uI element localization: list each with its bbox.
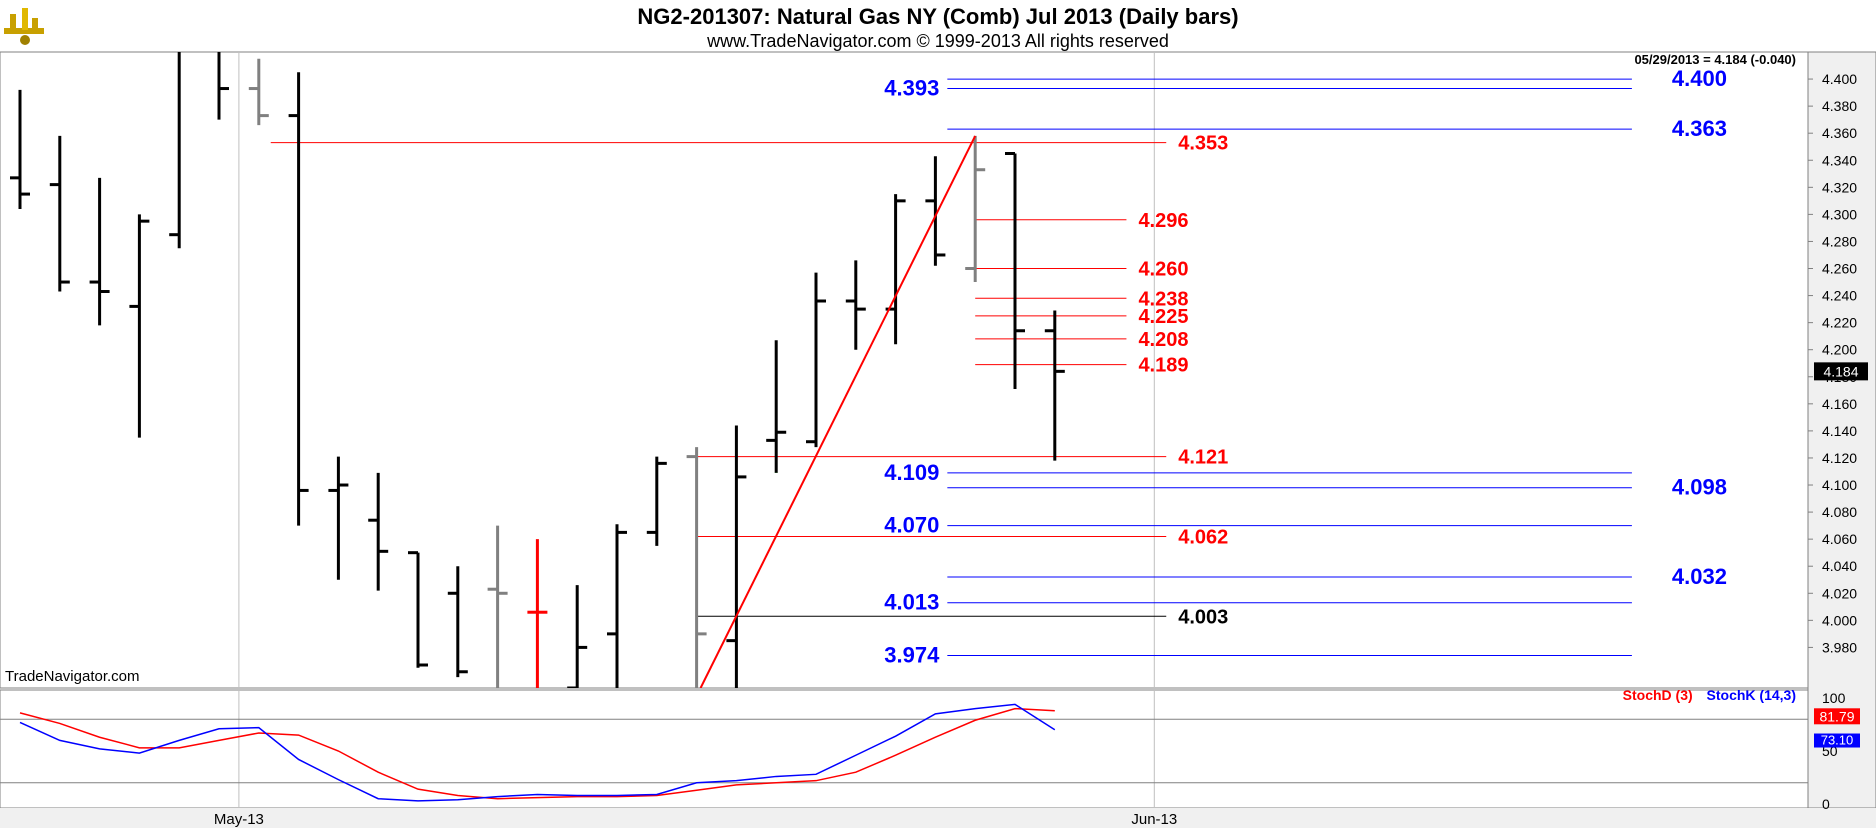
y-axis-strip (1807, 51, 1876, 809)
legend-stoch-k: StochK (14,3) (1706, 687, 1796, 703)
level-label: 4.296 (1138, 210, 1188, 232)
x-tick-label: Jun-13 (1131, 811, 1177, 828)
stoch-panel (0, 689, 1809, 809)
stoch-series-line (19, 703, 1056, 802)
level-label: 4.098 (1672, 475, 1727, 500)
y-tick-label: 4.400 (1822, 71, 1857, 87)
y-tick-label: 4.000 (1822, 612, 1857, 628)
y-tick-label: 4.300 (1822, 206, 1857, 222)
y-tick-label: 4.160 (1822, 396, 1857, 412)
level-label: 4.109 (884, 460, 939, 485)
chart-header: NG2-201307: Natural Gas NY (Comb) Jul 20… (0, 0, 1876, 52)
ohlc-bars (10, 52, 1065, 688)
watermark: TradeNavigator.com (5, 668, 140, 685)
stoch-legend: StochD (3) StochK (14,3) (1623, 687, 1796, 703)
level-label: 4.393 (884, 76, 939, 101)
trade-navigator-logo-icon (2, 2, 48, 53)
stoch-series-line (19, 707, 1055, 800)
chart-title: NG2-201307: Natural Gas NY (Comb) Jul 20… (637, 4, 1239, 29)
last-price-tag (1814, 362, 1868, 381)
legend-stoch-d: StochD (3) (1622, 687, 1693, 703)
level-label: 3.974 (884, 643, 940, 668)
y-tick-label: 4.120 (1822, 450, 1857, 466)
y-tick-label: 4.220 (1822, 315, 1857, 331)
level-label: 4.238 (1138, 288, 1188, 310)
stoch-k-value: 73.10 (1821, 733, 1854, 748)
y-tick-label: 4.280 (1822, 233, 1857, 249)
level-label: 4.208 (1138, 329, 1188, 351)
price-readout: 05/29/2013 = 4.184 (-0.040) (1634, 52, 1796, 67)
level-label: 4.121 (1178, 447, 1228, 469)
level-label: 4.062 (1178, 526, 1228, 548)
y-tick-label: 4.260 (1822, 261, 1857, 277)
stoch-d-value: 81.79 (1819, 708, 1854, 724)
level-label: 4.189 (1138, 355, 1188, 377)
x-tick-label: May-13 (214, 811, 264, 828)
stoch-y-tick-label: 0 (1822, 796, 1830, 812)
y-tick-label: 3.980 (1822, 639, 1857, 655)
y-tick-label: 4.360 (1822, 125, 1857, 141)
y-tick-label: 4.060 (1822, 531, 1857, 547)
y-tick-label: 4.200 (1822, 342, 1857, 358)
y-tick-label: 4.320 (1822, 179, 1857, 195)
stoch-k-value-tag (1814, 733, 1860, 748)
level-label: 4.363 (1672, 116, 1727, 141)
y-tick-label: 4.240 (1822, 288, 1857, 304)
x-axis-strip (0, 808, 1876, 828)
y-tick-label: 4.140 (1822, 423, 1857, 439)
y-tick-label: 4.340 (1822, 152, 1857, 168)
chart-subtitle: www.TradeNavigator.com © 1999-2013 All r… (707, 31, 1169, 51)
level-label: 4.353 (1178, 133, 1228, 155)
trend-line (699, 135, 977, 688)
level-label: 4.070 (884, 513, 939, 538)
level-label: 4.225 (1138, 306, 1188, 328)
y-tick-label: 4.380 (1822, 98, 1857, 114)
price-panel (0, 51, 1809, 689)
level-label: 4.260 (1138, 259, 1188, 281)
y-tick-label: 4.040 (1822, 558, 1857, 574)
level-label: 4.032 (1672, 564, 1727, 589)
stoch-y-tick-label: 100 (1822, 690, 1846, 706)
y-tick-label: 4.020 (1822, 585, 1857, 601)
last-price-tag-text: 4.184 (1823, 363, 1858, 379)
y-tick-label: 4.100 (1822, 477, 1857, 493)
level-label: 4.013 (884, 590, 939, 615)
stoch-d-value-tag (1814, 708, 1860, 725)
level-label: 4.400 (1672, 66, 1727, 91)
level-label: 4.003 (1178, 606, 1228, 628)
y-tick-label: 4.080 (1822, 504, 1857, 520)
